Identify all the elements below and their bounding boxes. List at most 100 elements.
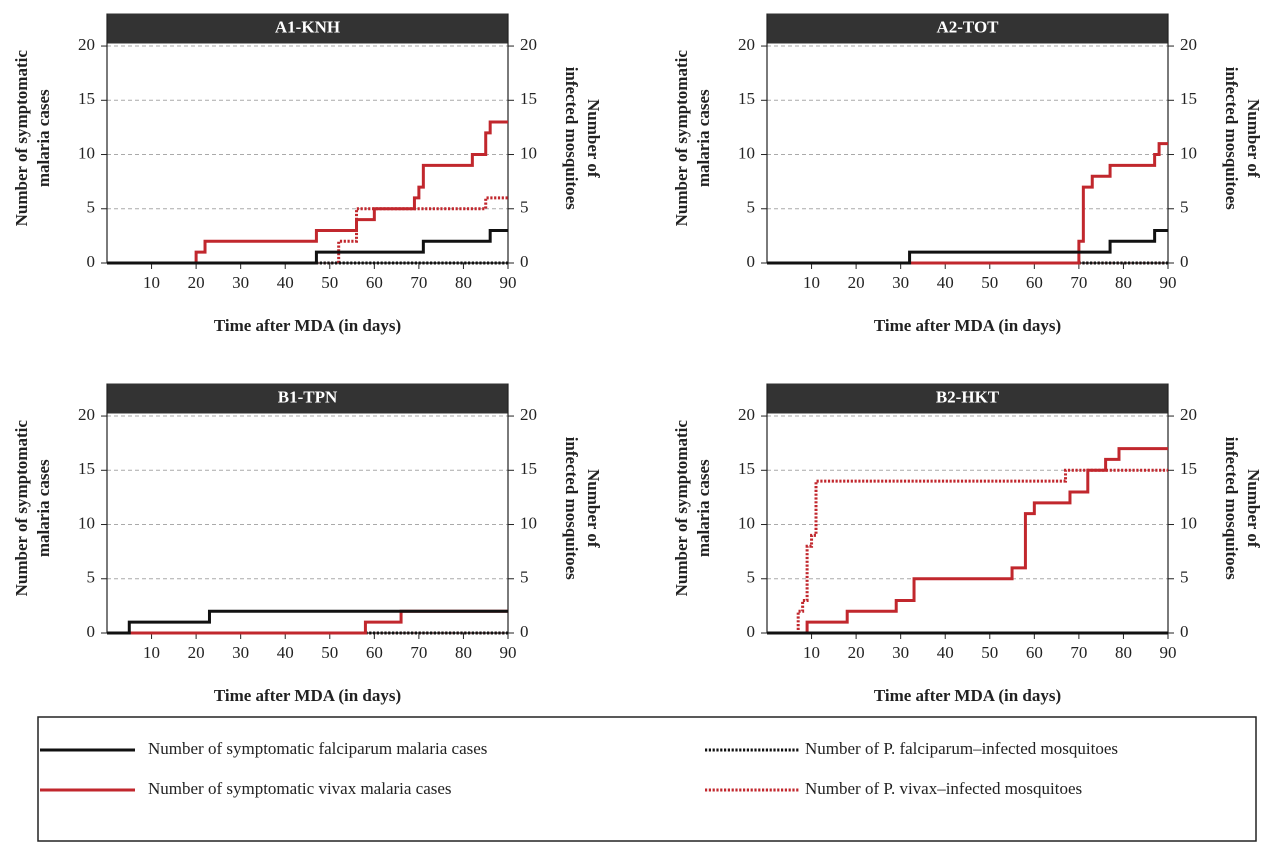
y2-tick-label: 5 — [520, 568, 529, 587]
y2-tick-label: 20 — [1180, 405, 1197, 424]
step-line — [107, 196, 508, 265]
step-line — [107, 228, 508, 265]
step-line — [107, 120, 508, 265]
x-axis-title: Time after MDA (in days) — [874, 686, 1061, 705]
y-tick-label: 15 — [738, 89, 755, 108]
x-tick-label: 80 — [455, 643, 472, 662]
step-line — [107, 609, 508, 635]
panel-title: A2-TOT — [936, 17, 999, 36]
x-tick-label: 20 — [848, 643, 865, 662]
y2-tick-label: 10 — [1180, 513, 1197, 532]
y-axis-title: Number of symptomatic — [12, 50, 31, 227]
x-tick-label: 80 — [1115, 273, 1132, 292]
x-tick-label: 80 — [455, 273, 472, 292]
y-tick-label: 20 — [78, 405, 95, 424]
panel-header — [107, 13, 508, 44]
y-tick-label: 15 — [78, 89, 95, 108]
x-axis-title: Time after MDA (in days) — [214, 316, 401, 335]
x-tick-label: 20 — [188, 643, 205, 662]
x-tick-label: 40 — [937, 643, 954, 662]
y2-axis-title: Number of — [584, 469, 603, 548]
x-tick-label: 50 — [321, 273, 338, 292]
y2-tick-label: 20 — [520, 35, 537, 54]
x-tick-label: 50 — [321, 643, 338, 662]
y2-tick-label: 20 — [520, 405, 537, 424]
y-tick-label: 20 — [738, 405, 755, 424]
x-tick-label: 10 — [143, 643, 160, 662]
y-axis-title: Number of symptomatic — [672, 50, 691, 227]
y-tick-label: 0 — [747, 252, 756, 271]
x-tick-label: 30 — [892, 273, 909, 292]
x-tick-label: 10 — [803, 273, 820, 292]
x-tick-label: 90 — [500, 643, 517, 662]
x-tick-label: 70 — [410, 643, 427, 662]
x-tick-label: 40 — [937, 273, 954, 292]
x-tick-label: 30 — [232, 273, 249, 292]
y-tick-label: 0 — [87, 252, 96, 271]
y-tick-label: 10 — [78, 143, 95, 162]
panel-header — [767, 13, 1168, 44]
y-tick-label: 20 — [738, 35, 755, 54]
y2-tick-label: 15 — [1180, 459, 1197, 478]
y2-tick-label: 0 — [1180, 622, 1189, 641]
y2-tick-label: 15 — [1180, 89, 1197, 108]
step-line — [767, 142, 1168, 265]
y-axis-title: malaria cases — [34, 89, 53, 187]
x-tick-label: 20 — [188, 273, 205, 292]
y-axis-title: Number of symptomatic — [12, 420, 31, 597]
y2-tick-label: 5 — [1180, 198, 1189, 217]
step-line — [767, 447, 1168, 635]
x-tick-label: 30 — [232, 643, 249, 662]
x-tick-label: 30 — [892, 643, 909, 662]
x-tick-label: 40 — [277, 643, 294, 662]
x-axis-title: Time after MDA (in days) — [874, 316, 1061, 335]
x-axis-title: Time after MDA (in days) — [214, 686, 401, 705]
x-tick-label: 10 — [143, 273, 160, 292]
y-axis-title: malaria cases — [694, 89, 713, 187]
legend-label: Number of P. falciparum–infected mosquit… — [805, 739, 1118, 758]
legend-label: Number of symptomatic vivax malaria case… — [148, 779, 452, 798]
y2-tick-label: 10 — [520, 143, 537, 162]
y-tick-label: 5 — [747, 198, 756, 217]
x-tick-label: 60 — [366, 643, 383, 662]
y2-tick-label: 5 — [1180, 568, 1189, 587]
x-tick-label: 70 — [1070, 273, 1087, 292]
panel-title: A1-KNH — [275, 17, 340, 36]
x-tick-label: 50 — [981, 273, 998, 292]
y-tick-label: 5 — [747, 568, 756, 587]
y2-axis-title: infected mosquitoes — [562, 67, 581, 210]
x-tick-label: 90 — [1160, 273, 1177, 292]
y2-tick-label: 20 — [1180, 35, 1197, 54]
y-axis-title: malaria cases — [34, 459, 53, 557]
legend-label: Number of P. vivax–infected mosquitoes — [805, 779, 1082, 798]
x-tick-label: 70 — [1070, 643, 1087, 662]
y-axis-title: Number of symptomatic — [672, 420, 691, 597]
y2-tick-label: 10 — [1180, 143, 1197, 162]
y-tick-label: 10 — [78, 513, 95, 532]
y-tick-label: 20 — [78, 35, 95, 54]
y2-axis-title: infected mosquitoes — [1222, 437, 1241, 580]
panel-header — [107, 383, 508, 414]
x-tick-label: 80 — [1115, 643, 1132, 662]
y2-axis-title: infected mosquitoes — [1222, 67, 1241, 210]
y2-axis-title: Number of — [1244, 99, 1263, 178]
y-axis-title: malaria cases — [694, 459, 713, 557]
x-tick-label: 10 — [803, 643, 820, 662]
y2-tick-label: 5 — [520, 198, 529, 217]
y2-axis-title: Number of — [584, 99, 603, 178]
y2-tick-label: 15 — [520, 89, 537, 108]
y2-tick-label: 15 — [520, 459, 537, 478]
y-tick-label: 15 — [738, 459, 755, 478]
y-tick-label: 5 — [87, 568, 96, 587]
step-line — [767, 228, 1168, 265]
y-tick-label: 10 — [738, 143, 755, 162]
x-tick-label: 20 — [848, 273, 865, 292]
x-tick-label: 60 — [366, 273, 383, 292]
y2-tick-label: 0 — [1180, 252, 1189, 271]
x-tick-label: 50 — [981, 643, 998, 662]
y2-tick-label: 0 — [520, 252, 529, 271]
x-tick-label: 70 — [410, 273, 427, 292]
y-tick-label: 0 — [747, 622, 756, 641]
y2-axis-title: infected mosquitoes — [562, 437, 581, 580]
